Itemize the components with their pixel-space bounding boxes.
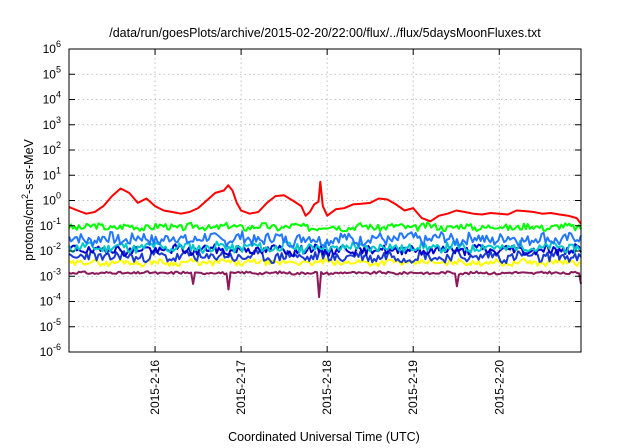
series-line-2 xyxy=(68,230,582,249)
series-line-3 xyxy=(68,240,582,255)
series-line-7 xyxy=(68,270,582,299)
y-tick-label: 10-5 xyxy=(40,317,61,334)
x-tick-label: 2015-2-16 xyxy=(148,360,162,415)
series-line-4 xyxy=(68,243,582,257)
plot-frame xyxy=(68,48,582,353)
series-line-5 xyxy=(68,248,582,265)
axes: 10-6 10-5 10-4 10-3 10-2 10-1 100 101 102 103 104 1… xyxy=(40,39,582,415)
y-axis-label-main: protons/cm xyxy=(22,199,36,261)
y-tick-label: 104 xyxy=(43,90,61,107)
y-axis-label-rest: -s-sr-MeV xyxy=(22,138,36,194)
series-line-1 xyxy=(68,221,582,233)
y-axis-label-superscript: 2 xyxy=(20,194,30,199)
y-tick-label: 10-2 xyxy=(40,241,61,258)
y-tick-label: 102 xyxy=(43,140,61,157)
y-tick-label: 101 xyxy=(43,165,61,182)
x-axis-label: Coordinated Universal Time (UTC) xyxy=(228,430,420,444)
chart-title: /data/run/goesPlots/archive/2015-02-20/2… xyxy=(109,26,541,40)
x-tick-label: 2015-2-20 xyxy=(492,360,506,415)
y-axis-label: protons/cm2-s-sr-MeV xyxy=(20,138,36,260)
y-tick-label: 10-4 xyxy=(40,292,61,309)
y-tick-label: 10-3 xyxy=(40,266,61,283)
y-tick-label: 10-6 xyxy=(40,342,61,359)
y-tick-label: 106 xyxy=(43,39,61,56)
y-tick-label: 105 xyxy=(43,64,61,81)
series-group xyxy=(68,180,582,299)
x-tick-label: 2015-2-17 xyxy=(234,360,248,415)
y-tick-label: 100 xyxy=(43,191,61,208)
x-tick-label: 2015-2-18 xyxy=(320,360,334,415)
y-tick-label: 103 xyxy=(43,115,61,132)
series-line-0 xyxy=(68,180,582,225)
x-tick-label: 2015-2-19 xyxy=(406,360,420,415)
y-tick-label: 10-1 xyxy=(40,216,61,233)
grid xyxy=(69,49,581,352)
series-line-6 xyxy=(68,257,582,268)
